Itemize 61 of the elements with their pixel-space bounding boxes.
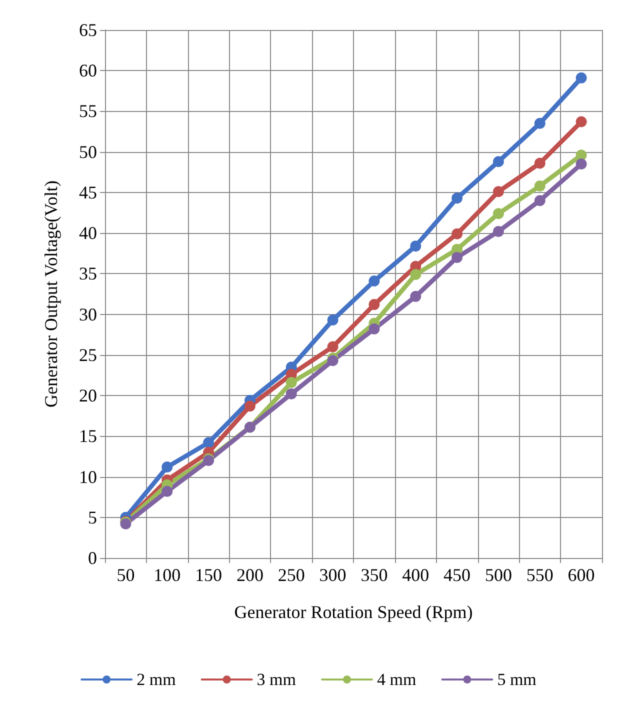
y-tick-label: 0	[88, 548, 97, 568]
point	[534, 195, 546, 206]
point	[452, 192, 463, 204]
point	[368, 299, 380, 310]
x-axis-title: Generator Rotation Speed (Rpm)	[234, 602, 473, 622]
y-tick-label: 5	[88, 507, 97, 528]
y-tick-label: 45	[79, 182, 97, 202]
y-tick-label: 65	[79, 20, 97, 40]
y-axis-title: Generator Output Voltage(Volt)	[41, 180, 61, 408]
point	[327, 341, 338, 352]
x-tick-label: 100	[154, 565, 181, 585]
legend-label: 5 mm	[497, 670, 536, 689]
y-tick-label: 15	[79, 426, 97, 446]
point	[410, 269, 422, 280]
point	[492, 208, 504, 220]
y-tick-label: 55	[79, 101, 97, 122]
point	[368, 323, 380, 334]
x-tick-label: 200	[236, 565, 264, 585]
point	[492, 156, 504, 168]
point	[452, 228, 463, 240]
y-tick-label: 60	[79, 60, 97, 81]
x-tick-label: 550	[526, 565, 554, 585]
x-tick-label: 400	[402, 565, 430, 585]
y-tick-label: 20	[79, 386, 97, 406]
point	[162, 462, 173, 473]
x-tick-label: 350	[360, 565, 388, 585]
point	[534, 180, 546, 192]
legend-label: 3 mm	[256, 670, 296, 689]
y-tick-label: 30	[79, 304, 97, 324]
y-tick-label: 40	[79, 223, 97, 244]
point	[410, 290, 422, 302]
x-tick-label: 50	[116, 565, 135, 585]
point	[576, 116, 587, 128]
point	[327, 314, 338, 326]
point	[327, 355, 338, 366]
x-tick-label: 500	[484, 565, 512, 585]
x-tick-label: 250	[278, 565, 305, 585]
point	[368, 276, 380, 286]
point	[576, 72, 587, 84]
point	[492, 226, 504, 237]
point	[286, 388, 297, 400]
point	[534, 158, 546, 169]
point	[452, 252, 463, 263]
point	[203, 437, 214, 448]
point	[162, 486, 173, 497]
y-tick-label: 10	[79, 466, 97, 487]
y-tick-label: 35	[79, 264, 97, 284]
point	[286, 377, 297, 388]
y-tick-label: 25	[79, 344, 97, 365]
legend-label: 4 mm	[377, 670, 416, 689]
x-tick-label: 450	[444, 565, 471, 585]
legend-label: 2 mm	[136, 670, 176, 689]
point	[576, 158, 587, 170]
x-tick-label: 150	[195, 565, 222, 585]
x-tick-label: 300	[319, 565, 346, 585]
point	[410, 240, 422, 252]
point	[492, 186, 504, 198]
point	[244, 400, 256, 412]
x-tick-label: 600	[568, 565, 595, 585]
y-tick-label: 50	[79, 142, 97, 162]
point	[534, 118, 546, 129]
